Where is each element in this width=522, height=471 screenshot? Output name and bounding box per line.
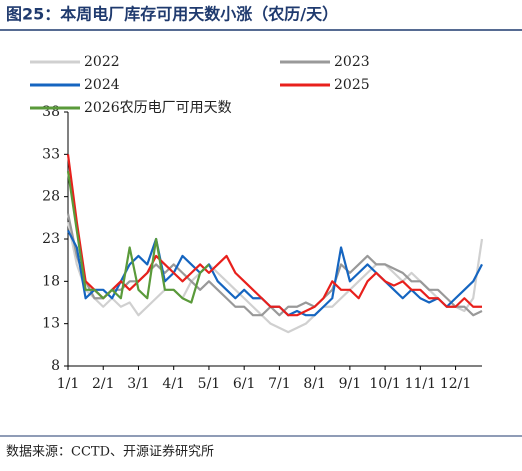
x-tick-label: 4/1 (162, 376, 185, 392)
x-tick-label: 2/1 (92, 376, 115, 392)
x-tick-label: 7/1 (268, 376, 291, 392)
y-tick-label: 13 (42, 316, 60, 332)
source: 数据来源：CCTD、开源证券研究所 (6, 444, 214, 460)
x-tick-label: 8/1 (303, 376, 326, 392)
legend-label: 2026农历电厂可用天数 (84, 100, 232, 116)
series-line (66, 154, 482, 317)
x-tick-label: 1/1 (57, 376, 80, 392)
x-tick-label: 11/1 (405, 376, 436, 392)
legend-label: 2024 (84, 77, 120, 93)
x-tick-label: 10/1 (369, 376, 400, 392)
legend-label: 2023 (334, 54, 370, 70)
series-line (66, 221, 484, 334)
y-tick-label: 18 (42, 273, 60, 289)
series-line (66, 171, 210, 304)
x-tick-label: 12/1 (440, 376, 471, 392)
y-tick-label: 23 (42, 231, 60, 247)
x-tick-label: 9/1 (339, 376, 362, 392)
y-tick-label: 38 (42, 104, 60, 120)
legend-label: 2022 (84, 54, 120, 70)
x-tick-label: 3/1 (127, 376, 150, 392)
legend-label: 2025 (334, 77, 370, 93)
x-tick-label: 5/1 (198, 376, 221, 392)
y-tick-label: 33 (42, 146, 60, 162)
chart-title: 图25：本周电厂库存可用天数小涨（农历/天） (6, 5, 338, 24)
y-tick-label: 28 (42, 189, 60, 205)
x-tick-label: 6/1 (233, 376, 256, 392)
y-tick-label: 8 (51, 358, 60, 374)
